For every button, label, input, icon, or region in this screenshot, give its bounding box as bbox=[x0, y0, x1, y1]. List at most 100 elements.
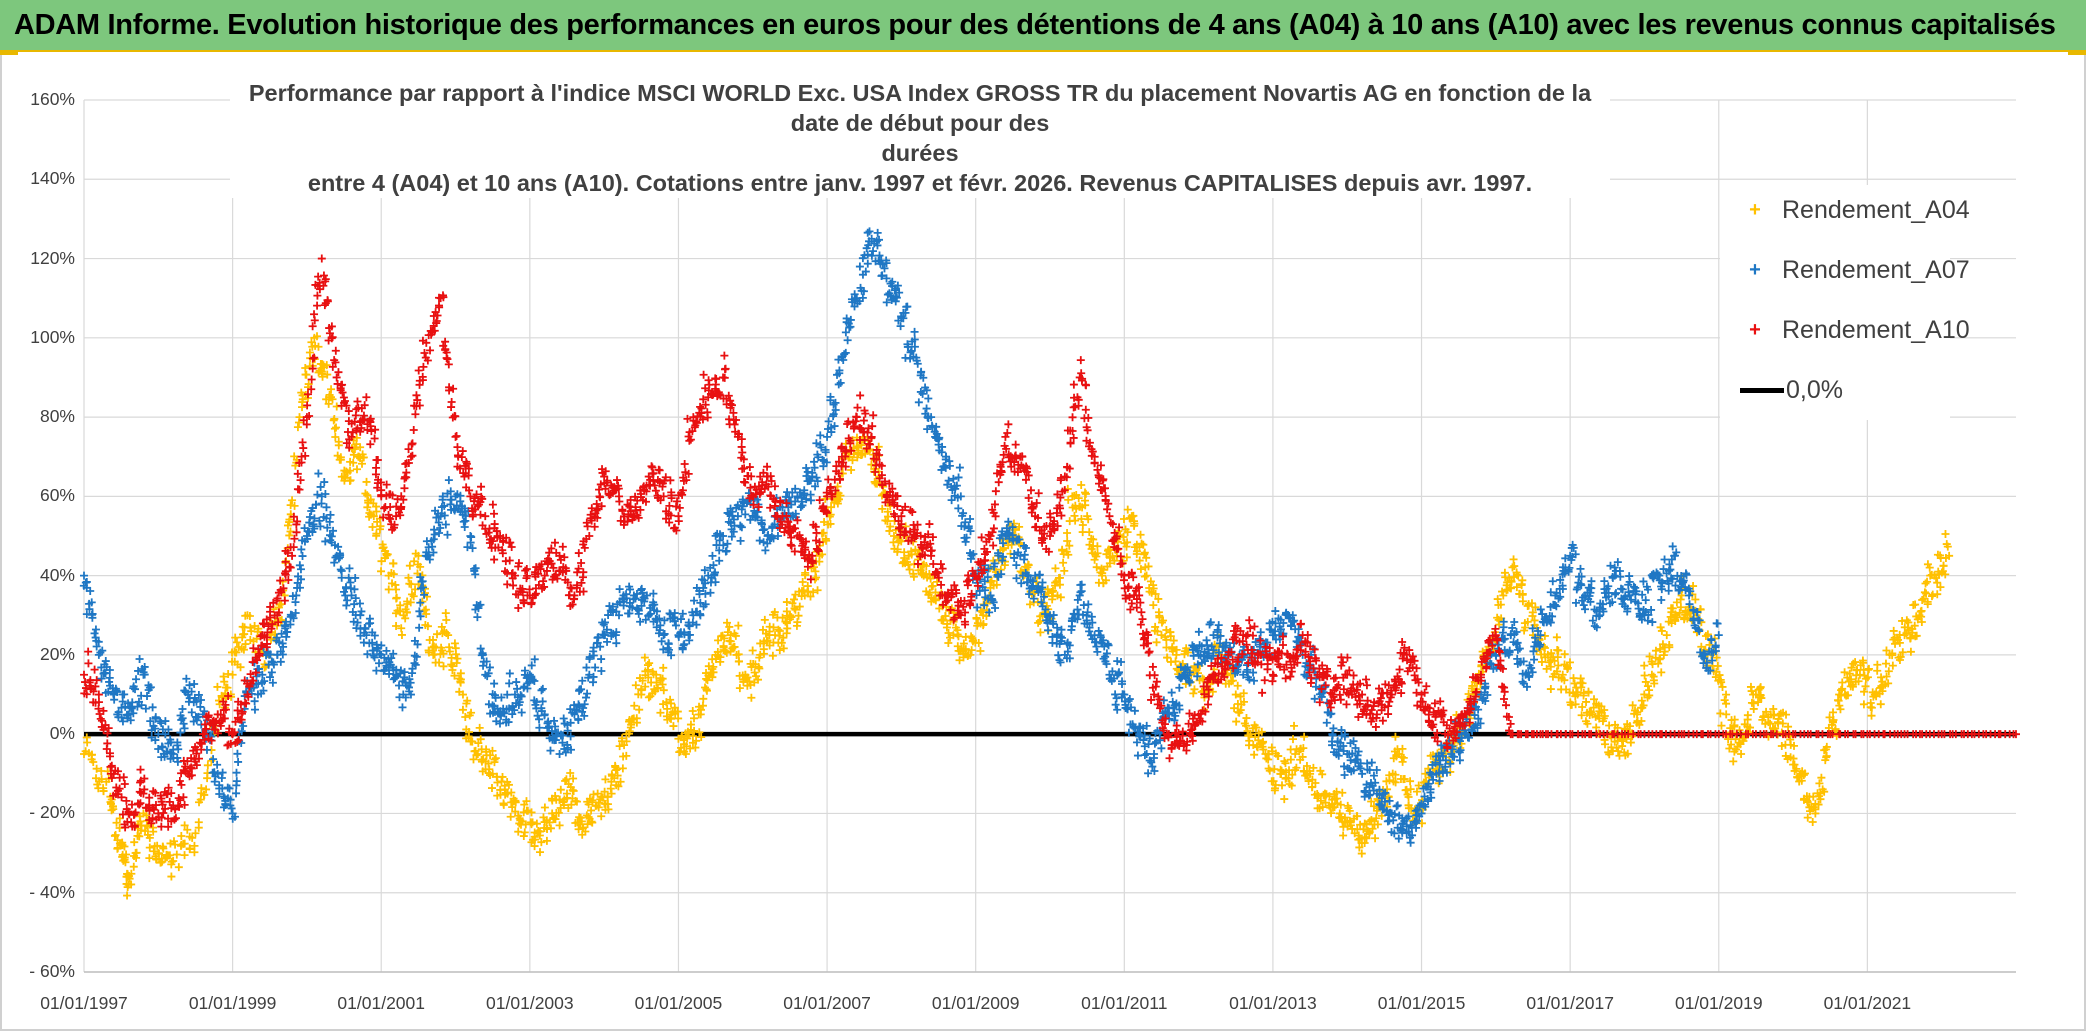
data-point-interp bbox=[873, 228, 882, 237]
data-point-interp bbox=[155, 849, 164, 858]
data-point-interp bbox=[729, 643, 738, 652]
data-point-interp bbox=[310, 310, 319, 319]
data-point-interp bbox=[1518, 677, 1527, 686]
data-point-interp bbox=[597, 655, 606, 664]
data-point-interp bbox=[1000, 561, 1009, 570]
data-point-interp bbox=[1640, 671, 1649, 680]
data-point-interp bbox=[209, 755, 218, 764]
data-point-interp bbox=[1157, 744, 1166, 753]
data-point-interp bbox=[404, 573, 413, 582]
data-point-interp bbox=[1175, 683, 1184, 692]
data-point-interp bbox=[1230, 704, 1239, 713]
data-point-interp bbox=[568, 786, 577, 795]
data-point-interp bbox=[213, 682, 222, 691]
data-point-interp bbox=[924, 394, 933, 403]
data-point-interp bbox=[640, 653, 649, 662]
data-point-interp bbox=[158, 743, 167, 752]
data-point-interp bbox=[974, 638, 983, 647]
data-point-interp bbox=[1939, 561, 1948, 570]
data-point-interp bbox=[761, 546, 770, 555]
data-point-interp bbox=[1092, 563, 1101, 572]
data-point-interp bbox=[151, 713, 160, 722]
data-point-interp bbox=[398, 703, 407, 712]
data-point-interp bbox=[491, 754, 500, 763]
data-point-interp bbox=[669, 722, 678, 731]
data-point-interp bbox=[450, 671, 459, 680]
data-point-interp bbox=[366, 440, 375, 449]
data-point-interp bbox=[1546, 685, 1555, 694]
data-point-interp bbox=[413, 560, 422, 569]
data-point-interp bbox=[327, 385, 336, 394]
data-point-interp bbox=[125, 874, 134, 883]
data-point-interp bbox=[239, 645, 248, 654]
data-point-interp bbox=[254, 624, 263, 633]
data-point-interp bbox=[812, 439, 821, 448]
data-point-interp bbox=[92, 764, 101, 773]
data-point-interp bbox=[322, 361, 331, 370]
data-point-interp bbox=[329, 416, 338, 425]
data-point-interp bbox=[1093, 549, 1102, 558]
data-point-interp bbox=[1941, 530, 1950, 539]
data-point-interp bbox=[551, 791, 560, 800]
data-point-interp bbox=[172, 850, 181, 859]
data-point-interp bbox=[129, 862, 138, 871]
data-point-interp bbox=[905, 565, 914, 574]
data-point-interp bbox=[910, 327, 919, 336]
data-point-interp bbox=[1864, 664, 1873, 673]
data-point-interp bbox=[736, 521, 745, 530]
data-point-interp bbox=[508, 803, 517, 812]
report-banner: ADAM Informe. Evolution historique des p… bbox=[0, 0, 2086, 52]
data-point-interp bbox=[512, 678, 521, 687]
data-point-interp bbox=[967, 646, 976, 655]
data-point-interp bbox=[458, 705, 467, 714]
data-point-interp bbox=[1055, 573, 1063, 582]
data-point-interp bbox=[183, 825, 192, 834]
data-point-interp bbox=[83, 738, 92, 747]
banner-accent-right bbox=[2068, 50, 2086, 55]
data-point-interp bbox=[567, 800, 576, 809]
data-point-interp bbox=[1189, 689, 1198, 698]
data-point-interp bbox=[120, 780, 129, 789]
data-point-interp bbox=[467, 708, 476, 717]
data-point-interp bbox=[597, 812, 606, 821]
data-point-interp bbox=[583, 820, 592, 829]
data-point-interp bbox=[486, 751, 495, 760]
data-point-interp bbox=[97, 775, 106, 784]
data-point-interp bbox=[941, 612, 950, 621]
data-point-interp bbox=[190, 680, 199, 689]
data-point-interp bbox=[119, 773, 128, 782]
data-point-interp bbox=[505, 679, 514, 688]
data-point-interp bbox=[148, 703, 157, 712]
data-point-interp bbox=[1084, 600, 1093, 609]
data-point-interp bbox=[392, 585, 401, 594]
data-point-interp bbox=[406, 598, 415, 607]
data-point-interp bbox=[1077, 580, 1086, 589]
data-point-interp bbox=[493, 778, 502, 787]
data-point-interp bbox=[202, 785, 211, 794]
data-point-interp bbox=[507, 788, 516, 797]
data-point-interp bbox=[1808, 818, 1817, 827]
data-point-interp bbox=[542, 836, 551, 845]
data-point-interp bbox=[1713, 661, 1722, 670]
data-point-interp bbox=[389, 559, 398, 568]
data-point-interp bbox=[213, 760, 222, 769]
data-point-interp bbox=[356, 611, 365, 620]
data-point-interp bbox=[334, 437, 343, 446]
data-point-interp bbox=[762, 637, 771, 646]
data-point-interp bbox=[848, 456, 857, 465]
data-point-interp bbox=[1012, 561, 1021, 570]
data-point-interp bbox=[686, 720, 695, 729]
data-point-interp bbox=[1640, 661, 1649, 670]
data-point-interp bbox=[407, 590, 416, 599]
data-point-interp bbox=[571, 796, 580, 805]
data-point-interp bbox=[711, 578, 720, 587]
data-point-interp bbox=[488, 746, 497, 755]
data-point-interp bbox=[1371, 834, 1380, 843]
data-point-interp bbox=[440, 627, 449, 636]
data-point-interp bbox=[453, 654, 462, 663]
data-point-interp bbox=[449, 384, 458, 393]
data-point bbox=[473, 750, 482, 758]
data-point-interp bbox=[120, 690, 129, 699]
data-point-interp bbox=[944, 638, 953, 647]
data-point-interp bbox=[1280, 795, 1289, 804]
